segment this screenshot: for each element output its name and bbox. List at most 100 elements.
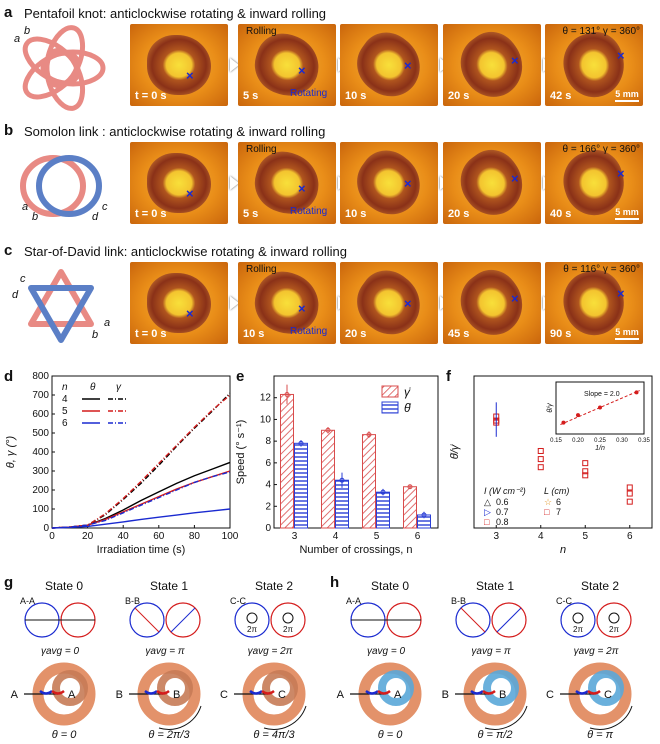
inset-x-tick-label: 0.30 xyxy=(616,438,628,444)
data-point xyxy=(582,472,589,479)
y-tick-label: 300 xyxy=(32,466,49,477)
panel-b-label: b xyxy=(4,122,14,139)
legend-title-intensity: I (W cm⁻²) xyxy=(484,486,526,496)
section-label: A-A xyxy=(346,596,361,606)
x-tick-label: 6 xyxy=(415,531,421,542)
knot-strand xyxy=(40,49,106,87)
marker-cross-icon: × xyxy=(186,306,194,321)
panel-h-label: h xyxy=(330,574,340,591)
gamma-avg-label: γavg = π xyxy=(145,646,185,657)
series-line xyxy=(51,394,231,529)
frame-time: 42 s xyxy=(550,90,572,102)
section-marker-red xyxy=(587,689,601,695)
video-frame: × t = 0 s xyxy=(130,262,228,344)
video-frame: × 5 s Rolling Rotating xyxy=(238,24,336,106)
x-tick-label: 20 xyxy=(82,531,94,542)
video-frame: × 5 s Rolling Rotating xyxy=(238,142,336,224)
knot-strand-blue xyxy=(28,285,94,343)
panel-c-title: Star-of-David link: anticlockwise rotati… xyxy=(24,244,347,259)
rotation-loop xyxy=(608,612,620,624)
section-label: C-C xyxy=(230,596,246,606)
point-label-c: c xyxy=(102,201,108,213)
y-tick-label: 6 xyxy=(265,458,271,469)
inset-annotation: Slope = 2.0 xyxy=(584,391,620,398)
section-mark-right: B xyxy=(173,689,180,701)
y-axis-label: θ̇/γ̇ xyxy=(449,443,461,459)
section-mark-right: A xyxy=(68,689,76,701)
legend-header-theta: θ xyxy=(90,382,96,393)
y-tick-label: 600 xyxy=(32,409,49,420)
scale-bar-label: 5 mm xyxy=(615,327,639,337)
x-tick-label: 40 xyxy=(118,531,130,542)
bar xyxy=(280,393,294,529)
gamma-avg-label: γavg = 0 xyxy=(367,646,406,657)
point-label-a: a xyxy=(22,201,28,213)
chart-f: 3 4 5 6 n θ̇/γ̇ I (W cm⁻²) L (cm) △ 0.6 ▷ 0.7 □ 0.8 ☆ 6… xyxy=(449,375,653,556)
y-tick-label: 2 xyxy=(265,501,271,512)
knot-sample xyxy=(147,153,211,213)
rotation-arrow-icon xyxy=(589,705,633,730)
knot-tube xyxy=(52,670,88,706)
theta-label: θ = π/2 xyxy=(477,729,512,741)
inset-x-tick-label: 0.25 xyxy=(594,438,606,444)
legend-row-label: 5 xyxy=(62,406,68,417)
marker-cross-icon: × xyxy=(617,166,625,181)
frame-time: 5 s xyxy=(243,90,259,102)
cross-section-circle xyxy=(596,602,632,638)
marker-cross-icon: × xyxy=(511,53,519,68)
x-tick-label: 4 xyxy=(538,531,544,542)
x-tick-label: 0 xyxy=(49,531,55,542)
legend-label: 0.8 xyxy=(496,517,509,527)
final-angles: θ = 166° γ = 360° xyxy=(562,144,641,155)
legend-row-label: 4 xyxy=(62,394,68,405)
state-title: State 1 xyxy=(476,579,514,593)
plot-frame xyxy=(273,375,439,529)
rotation-line xyxy=(496,607,522,633)
point-label-c: c xyxy=(20,273,26,285)
frame-time: t = 0 s xyxy=(135,90,167,102)
inset-x-tick-label: 0.35 xyxy=(638,438,650,444)
data-point xyxy=(298,440,304,446)
marker-cross-icon: × xyxy=(298,63,306,78)
point-label-b: b xyxy=(92,329,98,341)
point-label-d: d xyxy=(92,211,99,223)
data-point xyxy=(366,432,372,438)
x-axis-label: Irradiation time (s) xyxy=(97,544,186,556)
panel-f-label: f xyxy=(446,368,451,385)
y-tick-label: 400 xyxy=(32,447,49,458)
video-frame: × 10 s xyxy=(340,24,438,106)
panel-e-label: e xyxy=(236,368,245,385)
bar xyxy=(403,486,417,529)
legend-marker-icon: □ xyxy=(484,517,490,527)
section-mark-left: C xyxy=(220,689,228,701)
knot-tube xyxy=(262,670,298,706)
video-frame: × 20 s xyxy=(340,262,438,344)
section-marker-blue xyxy=(249,689,263,695)
knot-schematic-c: cd ab xyxy=(12,269,110,343)
x-tick-label: 6 xyxy=(627,531,633,542)
panel-h: State 0 A-A γavg = 0 A Aθ = 0 State 1 B-B γavg … xyxy=(337,579,633,741)
final-angles: θ = 116° γ = 360° xyxy=(563,264,640,275)
legend-label: 6 xyxy=(556,497,561,507)
marker-cross-icon: × xyxy=(186,68,194,83)
section-label: A-A xyxy=(20,596,35,606)
y-tick-label: 800 xyxy=(32,371,49,382)
x-tick-label: 3 xyxy=(292,531,298,542)
rotation-arrow-icon xyxy=(158,705,202,730)
point-label-a: a xyxy=(104,317,110,329)
section-marker-red xyxy=(482,689,496,695)
rolling-label: Rolling xyxy=(246,26,277,37)
series-line xyxy=(51,471,231,529)
panel-g-label: g xyxy=(4,574,14,591)
y-tick-label: 200 xyxy=(32,485,49,496)
bar xyxy=(362,434,376,529)
data-point xyxy=(626,490,633,497)
legend-label: 0.6 xyxy=(496,497,509,507)
marker-cross-icon: × xyxy=(617,48,625,63)
rotation-line xyxy=(460,607,486,633)
frame-time: 40 s xyxy=(550,208,572,220)
video-frame: × t = 0 s xyxy=(130,24,228,106)
data-point xyxy=(537,456,544,463)
scale-bar: 5 mm xyxy=(615,327,639,340)
